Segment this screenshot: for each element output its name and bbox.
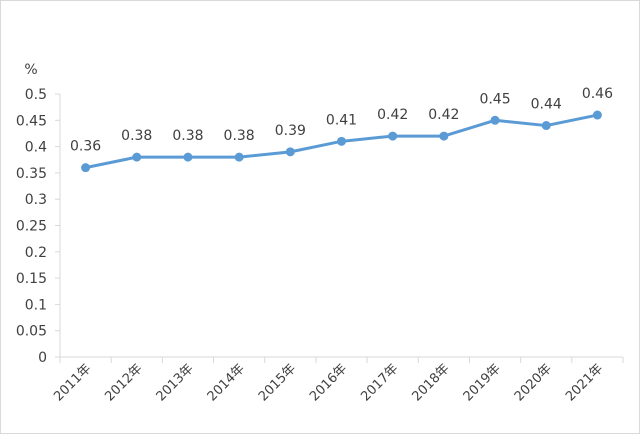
data-label: 0.38 [172,128,203,144]
data-label: 0.36 [70,139,101,155]
data-point [234,152,244,162]
y-tick-label: 0.1 [25,297,47,313]
data-point [285,147,295,157]
data-label: 0.41 [326,112,357,128]
data-point [490,115,500,125]
x-tick-label: 2017年 [358,361,401,404]
data-point [592,110,602,120]
x-tick-label: 2011年 [51,361,94,404]
x-tick-label: 2016年 [307,361,350,404]
x-tick-label: 2012年 [102,361,145,404]
x-tick-label: 2013年 [154,361,197,404]
x-axis: 2011年 2012年 2013年 2014年 2015年 2016年 2017年 2018年… [51,356,624,404]
y-tick-label: 0.45 [16,113,47,129]
y-unit-label: % [24,62,37,78]
data-point [132,152,142,162]
y-tick-label: 0.05 [16,324,47,340]
x-tick-label: 2018年 [409,361,452,404]
y-tick-label: 0.35 [16,166,47,182]
data-point [541,121,551,131]
x-tick-label: 2021年 [563,361,606,404]
data-point [337,136,346,146]
data-label: 0.45 [479,91,510,107]
y-tick-label: 0 [38,350,47,366]
x-tick-label: 2015年 [256,361,299,404]
x-tick-label: 2019年 [461,361,504,404]
data-label: 0.39 [275,123,306,139]
series-line-group [81,110,602,173]
y-tick-label: 0.3 [25,192,47,208]
x-tick-label: 2020年 [512,361,555,404]
data-labels-group: 0.36 0.38 0.38 0.38 0.39 0.41 0.42 0.42 0.45 0.44… [70,86,613,155]
data-point [439,131,449,141]
data-label: 0.38 [224,128,255,144]
y-tick-label: 0.25 [16,219,47,235]
data-label: 0.46 [582,86,613,102]
x-tick-label: 2014年 [205,361,248,404]
y-tick-label: 0.15 [16,271,47,287]
data-point [183,152,193,162]
data-label: 0.42 [377,107,408,123]
y-tick-label: 0.5 [25,87,47,103]
data-point [388,131,398,141]
data-point [81,163,91,173]
data-label: 0.44 [531,97,562,113]
data-label: 0.38 [121,128,152,144]
y-axis: 0 0.05 0.1 0.15 0.2 0.25 0.3 0.35 0.4 0.45 0.5 [16,87,61,366]
y-tick-label: 0.4 [25,140,47,156]
y-tick-label: 0.2 [25,245,47,261]
data-label: 0.42 [428,107,459,123]
